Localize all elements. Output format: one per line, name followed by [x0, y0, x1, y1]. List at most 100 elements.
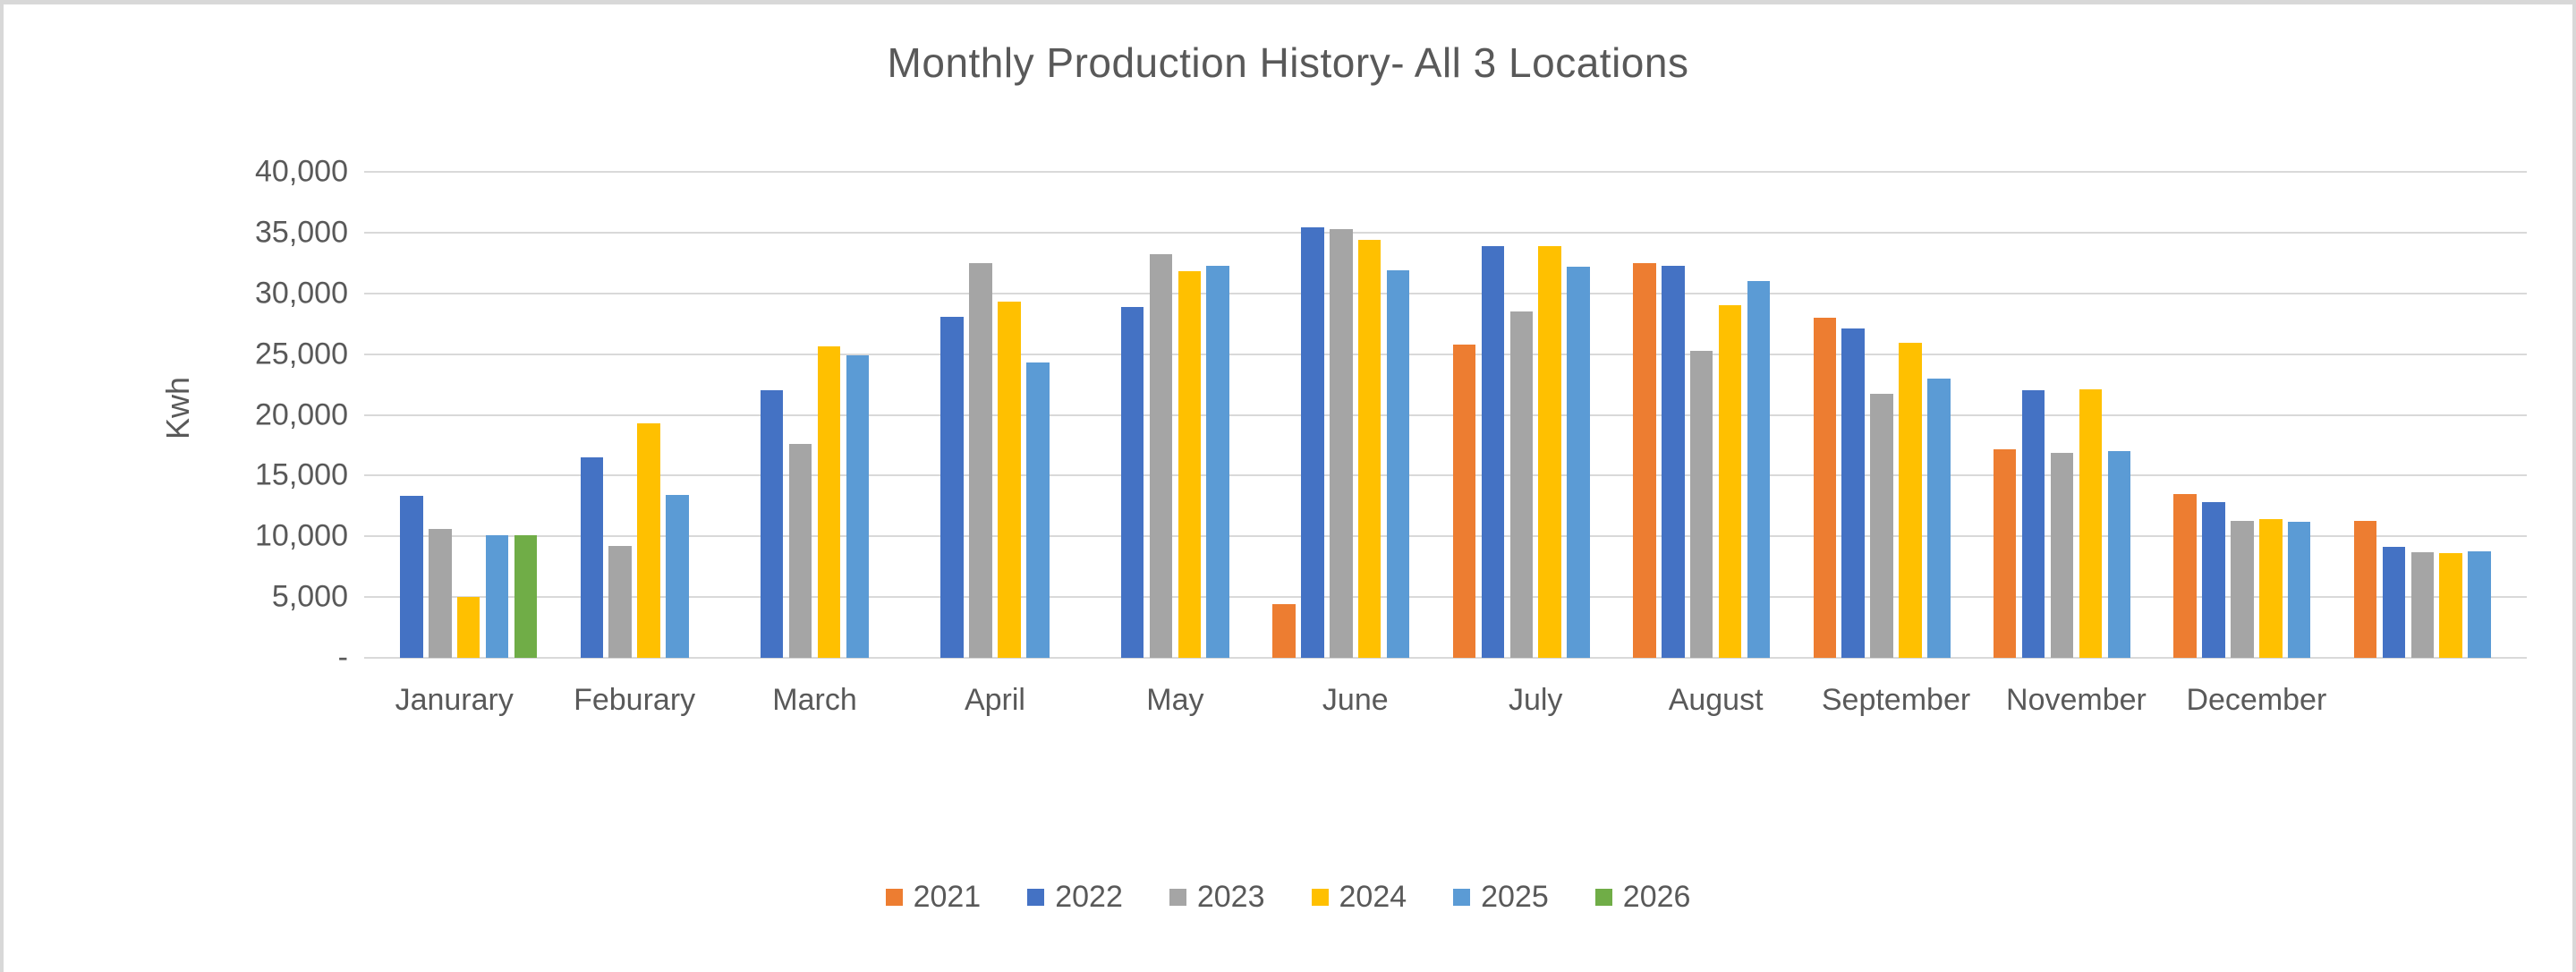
bar-2025-unlabeled[interactable]: [2468, 550, 2491, 658]
bar-2024-August[interactable]: [1718, 305, 1742, 658]
bar-2023-March[interactable]: [788, 444, 812, 658]
bar-2022-September[interactable]: [1841, 328, 1865, 658]
legend-item-2022[interactable]: 2022: [1027, 880, 1123, 915]
bar-2024-Feburary[interactable]: [637, 423, 660, 658]
bar-2021-unlabeled[interactable]: [2353, 520, 2377, 658]
y-tick-label--: -: [337, 640, 348, 675]
bar-2022-Feburary[interactable]: [580, 457, 604, 658]
x-label-may: May: [1146, 683, 1204, 717]
legend-item-2021[interactable]: 2021: [885, 880, 982, 915]
bar-2025-September[interactable]: [1927, 378, 1951, 658]
gridline-5000: [364, 596, 2527, 599]
bar-2022-March[interactable]: [760, 390, 784, 658]
gridline-25000: [364, 353, 2527, 355]
bar-2025-March[interactable]: [846, 354, 870, 658]
legend-item-2023[interactable]: 2023: [1169, 880, 1265, 915]
legend-swatch-2025: [1453, 889, 1471, 906]
bar-2022-November[interactable]: [2021, 390, 2045, 658]
bar-2021-November[interactable]: [1993, 448, 2017, 658]
bar-2021-August[interactable]: [1633, 262, 1656, 658]
chart-title: Monthly Production History- All 3 Locati…: [887, 39, 1689, 86]
gridline-35000: [364, 231, 2527, 234]
legend-swatch-2021: [885, 889, 903, 906]
bar-2022-unlabeled[interactable]: [2382, 547, 2406, 658]
legend-swatch-2024: [1311, 889, 1329, 906]
bar-2024-June[interactable]: [1357, 240, 1382, 658]
bar-2024-September[interactable]: [1899, 343, 1922, 658]
legend-label-2021: 2021: [913, 880, 982, 914]
bar-2021-June[interactable]: [1272, 604, 1296, 658]
bar-2025-December[interactable]: [2287, 521, 2311, 658]
bar-2021-September[interactable]: [1813, 317, 1837, 658]
legend: 2021 2022 2023 2024 2025 2026: [4, 880, 2572, 915]
bar-2023-Janurary[interactable]: [429, 529, 452, 658]
bar-2023-July[interactable]: [1509, 311, 1533, 658]
bar-2022-August[interactable]: [1662, 265, 1685, 658]
bar-2025-June[interactable]: [1386, 269, 1410, 658]
bar-2022-May[interactable]: [1120, 306, 1144, 658]
legend-item-2026[interactable]: 2026: [1594, 880, 1690, 915]
y-tick-label-15,000: 15,000: [255, 457, 348, 492]
bar-2024-December[interactable]: [2259, 519, 2283, 658]
bar-2023-June[interactable]: [1330, 228, 1353, 658]
bar-2025-Janurary[interactable]: [485, 534, 509, 658]
legend-label-2022: 2022: [1055, 880, 1123, 914]
bar-2025-May[interactable]: [1206, 265, 1229, 658]
x-label-feburary: Feburary: [574, 683, 696, 717]
gridline-15000: [364, 474, 2527, 477]
y-tick-label-25,000: 25,000: [255, 337, 348, 371]
bar-2023-Feburary[interactable]: [608, 546, 632, 658]
bar-2023-August[interactable]: [1689, 350, 1713, 658]
bar-2024-May[interactable]: [1177, 271, 1202, 658]
bar-2022-Janurary[interactable]: [400, 496, 423, 658]
bar-2023-April[interactable]: [969, 262, 992, 658]
bar-2025-November[interactable]: [2107, 451, 2131, 658]
legend-label-2024: 2024: [1339, 880, 1407, 914]
y-tick-label-10,000: 10,000: [255, 518, 348, 553]
gridline-20000: [364, 414, 2527, 416]
bar-2025-Feburary[interactable]: [666, 495, 689, 658]
y-tick-label-40,000: 40,000: [255, 154, 348, 189]
bar-2021-December[interactable]: [2173, 493, 2197, 658]
bar-2023-December[interactable]: [2231, 520, 2254, 658]
bar-2023-November[interactable]: [2050, 452, 2074, 658]
bar-2025-July[interactable]: [1567, 266, 1590, 658]
x-label-march: March: [772, 683, 857, 717]
x-label-september: September: [1821, 683, 1971, 717]
bar-2022-December[interactable]: [2202, 502, 2225, 658]
legend-swatch-2022: [1027, 889, 1045, 906]
bar-2023-unlabeled[interactable]: [2410, 551, 2435, 658]
bar-2022-April[interactable]: [940, 316, 964, 658]
bar-2022-July[interactable]: [1481, 245, 1505, 658]
y-tick-label-30,000: 30,000: [255, 276, 348, 311]
legend-swatch-2023: [1169, 889, 1186, 906]
legend-item-2024[interactable]: 2024: [1311, 880, 1407, 915]
legend-label-2023: 2023: [1196, 880, 1265, 914]
bar-2024-November[interactable]: [2079, 389, 2103, 658]
y-tick-label-20,000: 20,000: [255, 397, 348, 431]
bar-2024-April[interactable]: [998, 302, 1021, 658]
gridline-40000: [364, 171, 2527, 173]
gridline-10000: [364, 535, 2527, 538]
legend-item-2025[interactable]: 2025: [1453, 880, 1549, 915]
plot-area: [364, 171, 2527, 659]
x-label-janurary: Janurary: [395, 683, 514, 717]
x-label-december: December: [2186, 683, 2327, 717]
bar-2024-unlabeled[interactable]: [2439, 553, 2462, 658]
y-tick-label-35,000: 35,000: [255, 215, 348, 250]
bar-2023-September[interactable]: [1870, 394, 1893, 658]
bar-2022-June[interactable]: [1301, 227, 1324, 658]
bar-2024-March[interactable]: [817, 346, 841, 658]
bar-2025-August[interactable]: [1747, 281, 1771, 658]
bar-2025-April[interactable]: [1026, 362, 1050, 658]
x-label-november: November: [2006, 683, 2147, 717]
bar-2021-July[interactable]: [1452, 344, 1476, 658]
x-label-july: July: [1508, 683, 1563, 717]
bar-2024-July[interactable]: [1538, 245, 1561, 658]
x-label-june: June: [1322, 683, 1389, 717]
gridline-30000: [364, 292, 2527, 294]
bar-2024-Janurary[interactable]: [456, 597, 480, 658]
bar-2026-Janurary[interactable]: [514, 534, 538, 658]
bar-2023-May[interactable]: [1149, 254, 1173, 658]
